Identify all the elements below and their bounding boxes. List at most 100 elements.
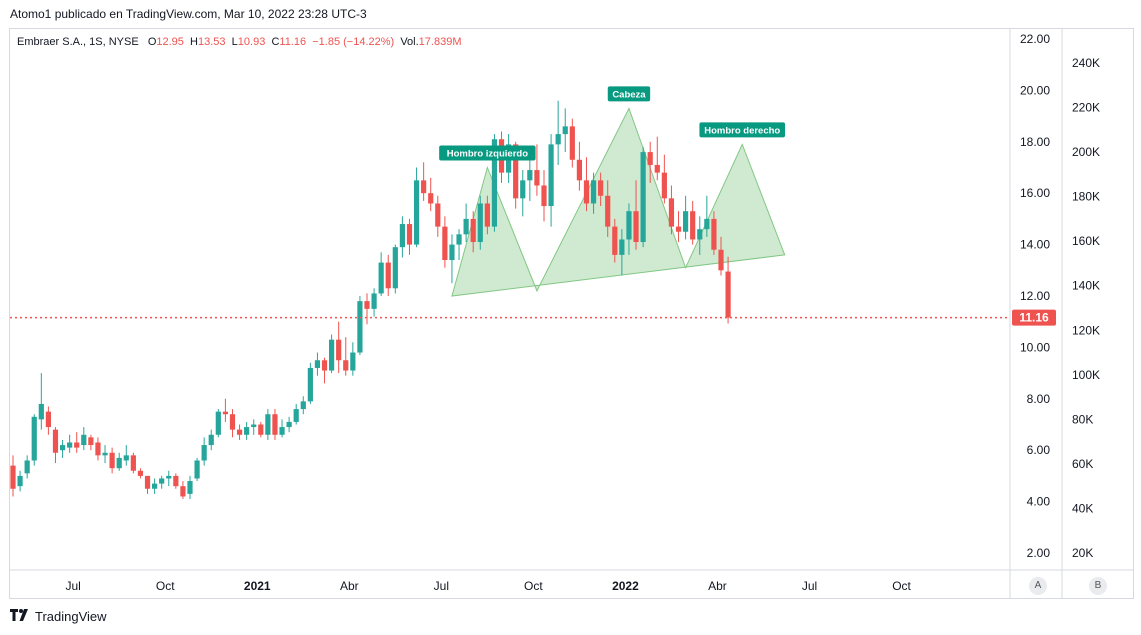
candle: [152, 478, 158, 494]
candle: [413, 167, 420, 248]
candle-body: [548, 144, 554, 207]
candle: [59, 439, 66, 458]
brand-footer[interactable]: TradingView: [10, 608, 107, 624]
legend-close-label: C: [271, 36, 280, 48]
candle-body: [626, 211, 632, 240]
candle: [38, 373, 44, 430]
candle-body: [534, 170, 540, 186]
candle-body: [244, 427, 250, 435]
candle: [88, 434, 94, 451]
candle-body: [52, 429, 59, 453]
candle: [626, 203, 632, 255]
candle: [173, 473, 179, 489]
price-tick-label: 10.00: [1020, 340, 1050, 354]
time-tick-label: 2021: [244, 579, 271, 593]
candle-body: [45, 411, 51, 428]
candle-body: [491, 139, 498, 227]
candle-body: [74, 442, 80, 448]
candle: [690, 200, 696, 245]
candle-body: [711, 218, 717, 250]
legend-high-label: H: [190, 36, 198, 48]
candle-body: [633, 211, 639, 243]
candle: [229, 409, 236, 438]
candle-body: [67, 442, 73, 448]
candle-body: [668, 198, 675, 227]
candle-body: [350, 352, 356, 371]
candle-body: [598, 180, 604, 196]
volume-tick-label: 220K: [1072, 101, 1100, 115]
candle-body: [24, 460, 30, 474]
volume-tick-label: 200K: [1072, 145, 1100, 159]
candle-body: [137, 470, 144, 476]
tradingview-logo-icon: [10, 608, 30, 624]
candle-body: [336, 339, 342, 361]
candle: [633, 180, 639, 250]
candle: [343, 337, 349, 376]
last-price-label: 11.16: [1019, 311, 1049, 325]
candle: [647, 141, 653, 183]
candle: [364, 293, 370, 325]
candle: [562, 108, 568, 153]
candle: [166, 470, 172, 487]
candle-body: [208, 434, 214, 446]
price-tick-label: 18.00: [1020, 135, 1050, 149]
candle-body: [159, 478, 165, 484]
candle: [265, 409, 271, 440]
candle: [718, 236, 724, 276]
candle: [95, 437, 101, 461]
candle: [314, 352, 321, 376]
candle: [102, 445, 108, 464]
candle-body: [463, 218, 469, 235]
candle: [307, 362, 313, 404]
candle-body: [272, 414, 278, 435]
candle: [399, 216, 405, 258]
candle-body: [675, 226, 682, 232]
legend-symbol: Embraer S.A., 1S, NYSE: [17, 36, 139, 48]
candle: [725, 256, 731, 324]
candle-body: [640, 152, 646, 243]
candle: [180, 481, 186, 500]
candle-body: [258, 424, 264, 435]
candle-body: [173, 475, 179, 487]
volume-scale-button[interactable]: B: [1089, 577, 1107, 595]
candle-body: [236, 429, 243, 435]
price-scale-auto-button[interactable]: A: [1029, 577, 1047, 595]
candle-body: [690, 211, 696, 240]
candle-body: [421, 180, 427, 194]
legend-volume-value: 17.839M: [418, 36, 462, 48]
candle-body: [428, 193, 434, 204]
candle-body: [399, 224, 405, 248]
candle: [534, 144, 540, 196]
candle-body: [576, 159, 582, 181]
candle-body: [718, 249, 724, 271]
pattern-label-text: Hombro derecho: [704, 125, 780, 136]
candle-body: [406, 224, 413, 245]
candle: [17, 470, 23, 492]
candle-body: [654, 164, 660, 173]
legend-open-value: 12.95: [156, 36, 184, 48]
time-tick-label: Oct: [156, 579, 175, 593]
candle: [272, 409, 278, 440]
candle: [711, 211, 717, 255]
candle: [704, 195, 710, 237]
candle-body: [152, 483, 158, 489]
candle-body: [307, 367, 313, 402]
candle: [619, 229, 625, 276]
candle: [81, 427, 87, 451]
volume-tick-label: 20K: [1072, 546, 1093, 560]
candle-body: [343, 360, 349, 371]
time-tick-label: Oct: [524, 579, 543, 593]
candle-body: [725, 271, 731, 318]
candle-body: [520, 180, 526, 199]
price-tick-label: 2.00: [1027, 546, 1051, 560]
candle-body: [286, 421, 292, 428]
candle-body: [144, 475, 151, 489]
candle-body: [222, 411, 228, 415]
candle-body: [590, 180, 597, 204]
candle: [244, 421, 250, 440]
candle: [293, 403, 299, 425]
candle-body: [513, 144, 519, 199]
candle-body: [449, 244, 455, 261]
volume-tick-label: 140K: [1072, 279, 1100, 293]
